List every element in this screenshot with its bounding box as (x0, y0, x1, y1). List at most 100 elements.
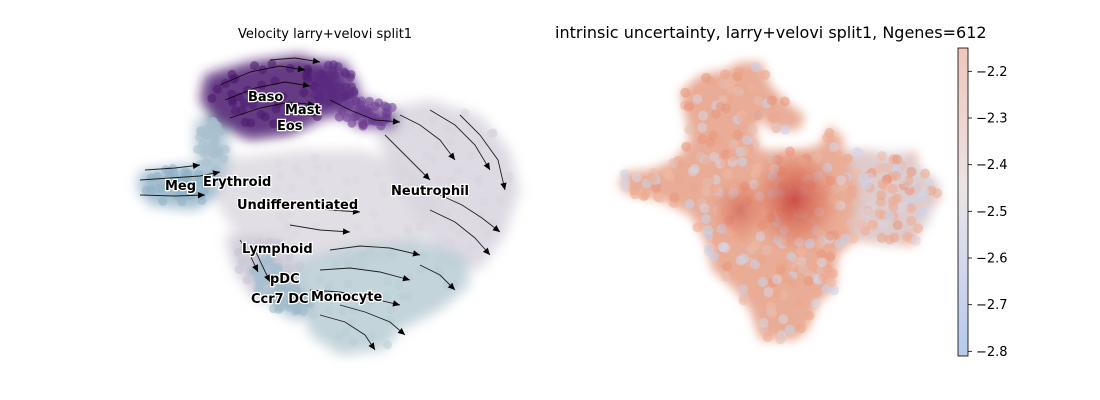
cell-point (342, 177, 352, 187)
cell-point (283, 263, 293, 273)
cell-point (361, 303, 371, 313)
cell-point (337, 306, 347, 316)
cell-point (373, 169, 383, 179)
cell-point (398, 190, 408, 200)
cell-point (771, 274, 782, 285)
streamline (319, 314, 376, 351)
cell-point (827, 268, 838, 279)
cell-point (646, 172, 657, 183)
cell-point (781, 272, 792, 283)
cluster-label: Meg (165, 179, 196, 194)
cell-point (303, 74, 313, 84)
cell-point (856, 219, 867, 230)
cell-point (246, 242, 256, 252)
cell-point (736, 113, 747, 124)
cell-point (479, 197, 489, 207)
colorbar-tick-label: −2.6 (976, 252, 1008, 267)
cell-point (233, 247, 243, 257)
cell-point (197, 125, 207, 135)
stream-arrowhead (422, 172, 430, 180)
cell-point (619, 169, 630, 180)
cell-point (748, 288, 759, 299)
cell-point (396, 291, 406, 301)
cell-point (257, 186, 267, 196)
cell-point (290, 306, 300, 316)
cell-point (348, 337, 358, 347)
colorbar-gradient (957, 47, 969, 357)
cell-point (272, 238, 282, 248)
cell-point (753, 95, 764, 106)
colorbar-tick-label: −2.5 (976, 205, 1008, 220)
cell-point (816, 257, 827, 268)
cell-point (207, 93, 217, 103)
cell-point (241, 198, 251, 208)
cell-point (234, 265, 244, 275)
cell-point (169, 168, 179, 178)
streamline (269, 57, 321, 63)
stream-arrowhead (312, 57, 320, 65)
stream-arrowhead (368, 342, 375, 350)
cell-point (752, 110, 763, 121)
cell-point (333, 61, 343, 71)
cell-point (383, 276, 393, 286)
cell-point (295, 168, 305, 178)
cell-point (320, 292, 330, 302)
cell-point (334, 112, 344, 122)
cell-point (397, 150, 407, 160)
cluster-label: Eos (277, 119, 303, 134)
cell-point (703, 230, 714, 241)
cell-point (270, 262, 280, 272)
cell-point (266, 255, 276, 265)
cell-point (795, 256, 806, 267)
cell-point (299, 88, 309, 98)
cluster-label: Ccr7 DC (251, 292, 309, 307)
streamline (289, 224, 351, 233)
cell-point (762, 332, 773, 343)
cell-point (163, 178, 173, 188)
cell-point (772, 289, 783, 300)
cell-point (766, 95, 777, 106)
cell-point (876, 232, 887, 243)
cell-point (358, 250, 368, 260)
cell-point (733, 86, 744, 97)
cell-point (782, 258, 793, 269)
cell-point (446, 136, 456, 146)
cell-point (211, 119, 221, 129)
cell-point (377, 181, 387, 191)
cell-point (816, 249, 827, 260)
cluster-label: Erythroid (203, 175, 271, 190)
cell-point (405, 121, 415, 131)
cell-point (910, 235, 921, 246)
cell-point (804, 310, 815, 321)
cell-point (878, 219, 889, 230)
stream-arrowhead (492, 225, 500, 232)
cell-point (906, 215, 917, 226)
cell-point (697, 122, 708, 133)
cell-point (262, 242, 272, 252)
cell-point (141, 186, 151, 196)
cell-point (293, 104, 303, 114)
cell-point (416, 200, 426, 210)
cell-point (825, 251, 836, 262)
cell-point (227, 69, 237, 79)
cell-point (260, 288, 270, 298)
streamline (459, 114, 506, 191)
cell-point (290, 298, 300, 308)
cell-point (353, 222, 363, 232)
cell-point (784, 324, 795, 335)
colorbar-tick-label: −2.8 (976, 345, 1008, 360)
cell-point (892, 154, 903, 165)
cell-point (917, 206, 928, 217)
cell-point (248, 100, 258, 110)
streamline (429, 109, 491, 171)
cell-point (840, 233, 851, 244)
cell-point (877, 179, 888, 190)
cell-point (264, 229, 274, 239)
cell-point (302, 64, 312, 74)
cell-point (692, 222, 703, 233)
cell-point (315, 189, 325, 199)
cell-point (368, 116, 378, 126)
cell-point (884, 234, 895, 245)
